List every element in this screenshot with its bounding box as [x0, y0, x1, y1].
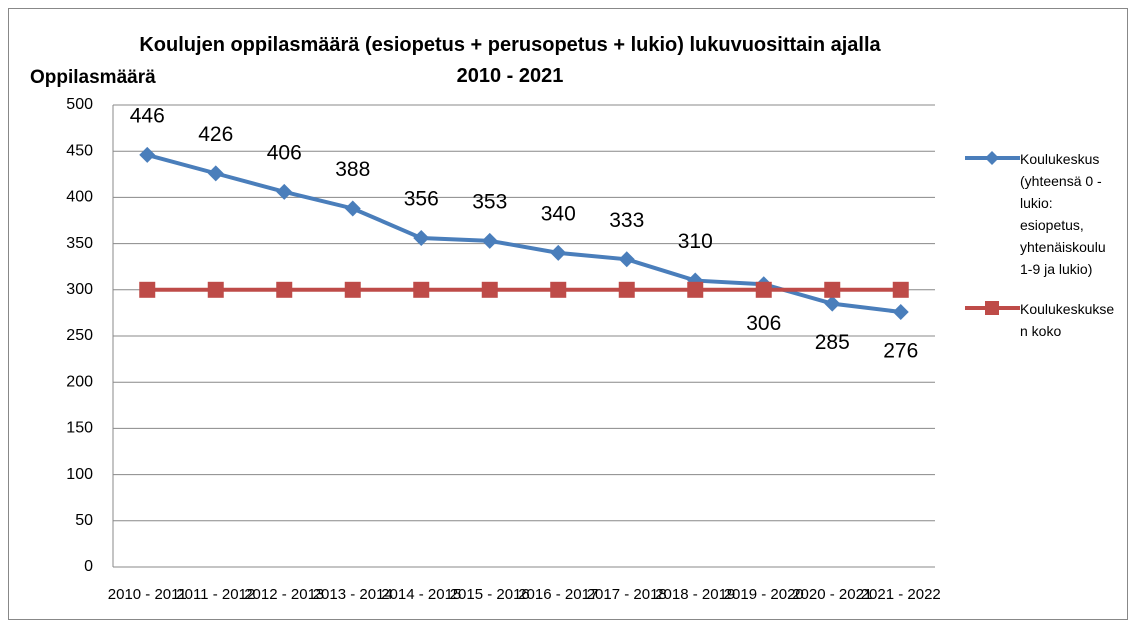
marker: [550, 281, 567, 298]
legend-label: Koulukeskuksen koko: [1020, 301, 1115, 339]
y-tick-label: 350: [66, 235, 93, 252]
legend-label: Koulukeskus (yhteensä 0 - lukio: esiopet…: [1020, 151, 1106, 277]
series-line: [146, 152, 901, 314]
data-label: 426: [198, 123, 233, 146]
x-tick-label: 2016 - 2017: [518, 586, 598, 603]
x-tick-label: 2010 - 2011: [108, 586, 187, 603]
legend-entry: Koulukeskuksen koko: [1020, 301, 1115, 339]
x-tick-label: 2011 - 2012: [176, 586, 255, 603]
x-tick-label: 2012 - 2013: [244, 586, 324, 603]
y-tick-label: 0: [84, 558, 93, 575]
data-label: 388: [335, 158, 370, 181]
y-tick-label: 200: [66, 373, 93, 390]
y-tick-label: 150: [66, 420, 93, 437]
marker: [550, 244, 567, 261]
y-tick-label: 500: [66, 96, 93, 113]
y-tick-label: 100: [66, 466, 93, 483]
data-label: 356: [404, 188, 439, 211]
marker: [618, 251, 635, 268]
data-label: 306: [746, 312, 781, 335]
marker: [139, 146, 156, 163]
y-tick-label: 300: [66, 281, 93, 298]
y-tick-label: 50: [75, 512, 93, 529]
data-label: 406: [267, 141, 302, 164]
x-tick-label: 2018 - 2019: [655, 586, 735, 603]
marker: [276, 183, 293, 200]
legend-marker: [985, 151, 999, 165]
marker: [892, 303, 909, 320]
y-axis-label: Oppilasmäärä: [30, 67, 156, 88]
data-label: 353: [472, 190, 507, 213]
y-tick-label: 450: [66, 142, 93, 159]
data-label: 276: [883, 340, 918, 363]
marker: [207, 281, 224, 298]
marker: [413, 230, 430, 247]
x-tick-label: 2017 - 2018: [587, 586, 667, 603]
data-label: 310: [678, 230, 713, 253]
marker: [824, 281, 841, 298]
legend-marker: [985, 301, 999, 315]
marker: [276, 281, 293, 298]
marker: [481, 281, 498, 298]
chart-title: Koulujen oppilasmäärä (esiopetus + perus…: [139, 34, 881, 87]
x-tick-label: 2013 - 2014: [313, 586, 393, 603]
y-tick-label: 400: [66, 189, 93, 206]
marker: [139, 281, 156, 298]
x-tick-label: 2020 - 2021: [792, 586, 872, 603]
title-box: Koulujen oppilasmäärä (esiopetus + perus…: [139, 34, 881, 87]
marker: [618, 281, 635, 298]
y-tick-label: 250: [66, 327, 93, 344]
data-label: 333: [609, 209, 644, 232]
x-tick-label: 2019 - 2020: [724, 586, 804, 603]
chart-border: [8, 8, 1128, 620]
marker: [824, 295, 841, 312]
marker: [755, 281, 772, 298]
marker: [892, 281, 909, 298]
marker: [207, 165, 224, 182]
data-label: 285: [815, 331, 850, 354]
data-label: 446: [130, 104, 165, 127]
marker: [413, 281, 430, 298]
x-tick-label: 2014 - 2015: [381, 586, 461, 603]
marker: [344, 200, 361, 217]
data-label: 340: [541, 202, 576, 225]
marker: [344, 281, 361, 298]
x-tick-label: 2021 - 2022: [861, 586, 941, 603]
x-tick-label: 2015 - 2016: [450, 586, 530, 603]
marker: [687, 281, 704, 298]
legend-entry: Koulukeskus (yhteensä 0 - lukio: esiopet…: [1020, 151, 1106, 277]
marker: [481, 232, 498, 249]
